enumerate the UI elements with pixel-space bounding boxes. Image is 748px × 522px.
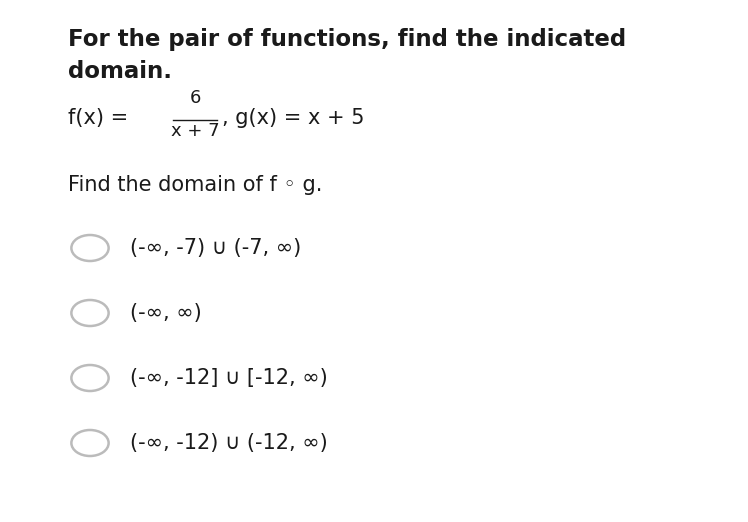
Text: domain.: domain. xyxy=(68,60,172,83)
Text: Find the domain of f ◦ g.: Find the domain of f ◦ g. xyxy=(68,175,322,195)
Text: , g(x) = x + 5: , g(x) = x + 5 xyxy=(222,108,364,128)
Text: (-∞, -7) ∪ (-7, ∞): (-∞, -7) ∪ (-7, ∞) xyxy=(130,238,301,258)
Text: 6: 6 xyxy=(189,89,200,107)
Text: For the pair of functions, find the indicated: For the pair of functions, find the indi… xyxy=(68,28,626,51)
Text: f(x) =: f(x) = xyxy=(68,108,135,128)
Text: x + 7: x + 7 xyxy=(171,122,219,140)
Text: (-∞, ∞): (-∞, ∞) xyxy=(130,303,202,323)
Text: (-∞, -12) ∪ (-12, ∞): (-∞, -12) ∪ (-12, ∞) xyxy=(130,433,328,453)
Text: (-∞, -12] ∪ [-12, ∞): (-∞, -12] ∪ [-12, ∞) xyxy=(130,368,328,388)
